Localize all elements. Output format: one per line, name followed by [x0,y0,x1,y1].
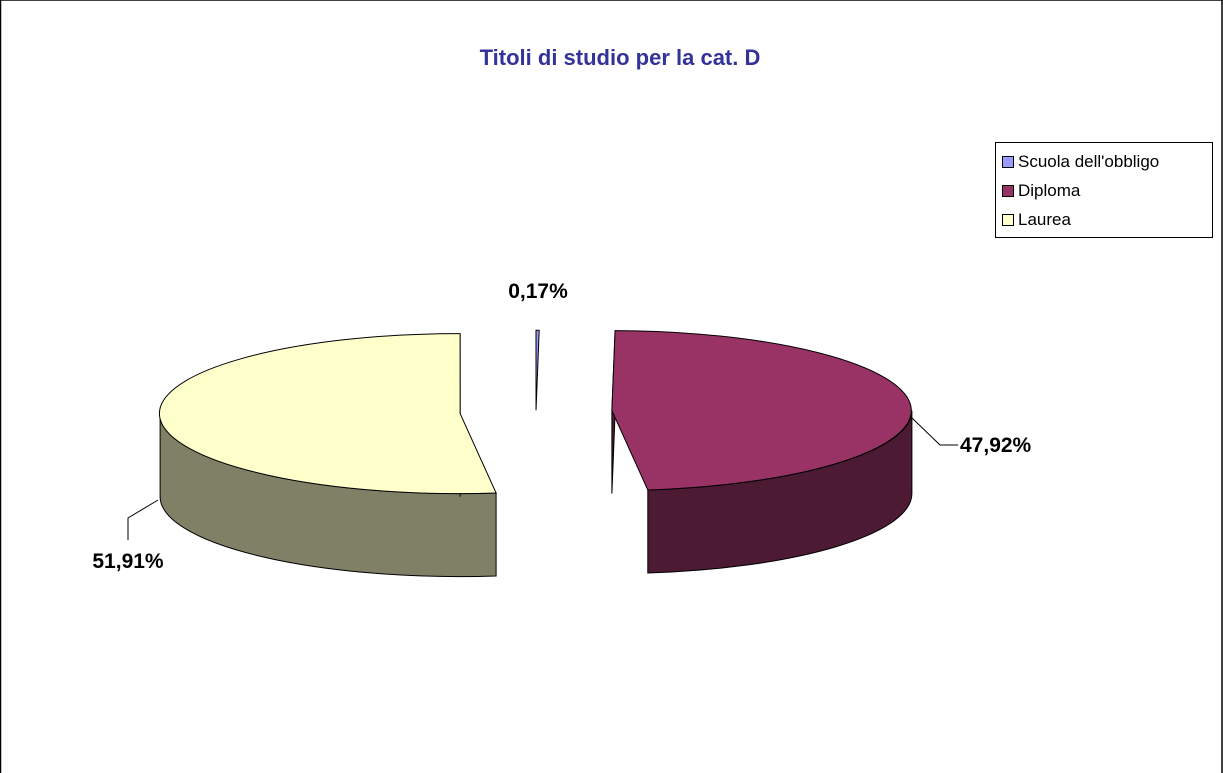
leader-line-diploma [911,417,958,446]
chart-legend: Scuola dell'obbligo Diploma Laurea [995,142,1213,238]
legend-label-diploma: Diploma [1018,180,1081,200]
leader-line-laurea [127,499,159,540]
slice-scuola-top [535,329,540,411]
legend-swatch-scuola [1002,155,1014,168]
legend-swatch-diploma [1002,184,1014,197]
legend-label-laurea: Laurea [1018,209,1071,229]
legend-item-laurea: Laurea [1002,205,1212,234]
slice-laurea-top [158,333,497,495]
legend-label-scuola: Scuola dell'obbligo [1018,151,1160,171]
legend-item-scuola: Scuola dell'obbligo [1002,147,1212,176]
chart-title: Titoli di studio per la cat. D [480,45,761,70]
data-label-scuola: 0,17% [508,280,568,303]
data-label-laurea: 51,91% [92,550,164,573]
data-label-diploma: 47,92% [960,434,1032,457]
slice-diploma-top [611,330,912,491]
legend-swatch-laurea [1002,213,1014,226]
legend-item-diploma: Diploma [1002,176,1212,205]
